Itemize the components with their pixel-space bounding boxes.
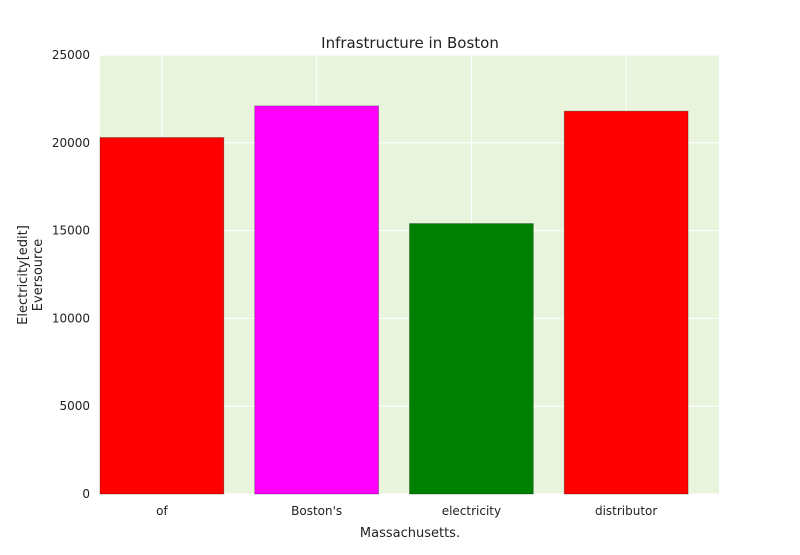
y-tick-label-0: 0 — [82, 487, 90, 501]
x-axis-label: Massachusetts. — [360, 526, 460, 541]
x-tick-label-0: of — [156, 504, 168, 518]
bar-0 — [99, 137, 225, 495]
bar-2 — [409, 223, 534, 495]
bars — [99, 105, 689, 495]
y-tick-label-3: 15000 — [52, 224, 90, 238]
x-tick-label-2: electricity — [442, 504, 501, 518]
chart-title: Infrastructure in Boston — [321, 34, 499, 52]
y-tick-label-1: 5000 — [59, 399, 90, 413]
bar-1 — [254, 105, 379, 495]
x-axis-ticks: of Boston's electricity distributor — [156, 504, 657, 518]
y-axis-label-line-1: Electricity[edit] — [16, 225, 31, 325]
bar-3 — [563, 110, 689, 495]
y-tick-label-4: 20000 — [52, 136, 90, 150]
y-tick-label-2: 10000 — [52, 311, 90, 325]
y-axis-label-line-2: Eversource — [31, 239, 46, 311]
x-tick-label-1: Boston's — [291, 504, 342, 518]
y-tick-label-5: 25000 — [52, 48, 90, 62]
x-tick-label-3: distributor — [595, 504, 657, 518]
y-axis-ticks: 0 5000 10000 15000 20000 25000 — [52, 48, 90, 501]
